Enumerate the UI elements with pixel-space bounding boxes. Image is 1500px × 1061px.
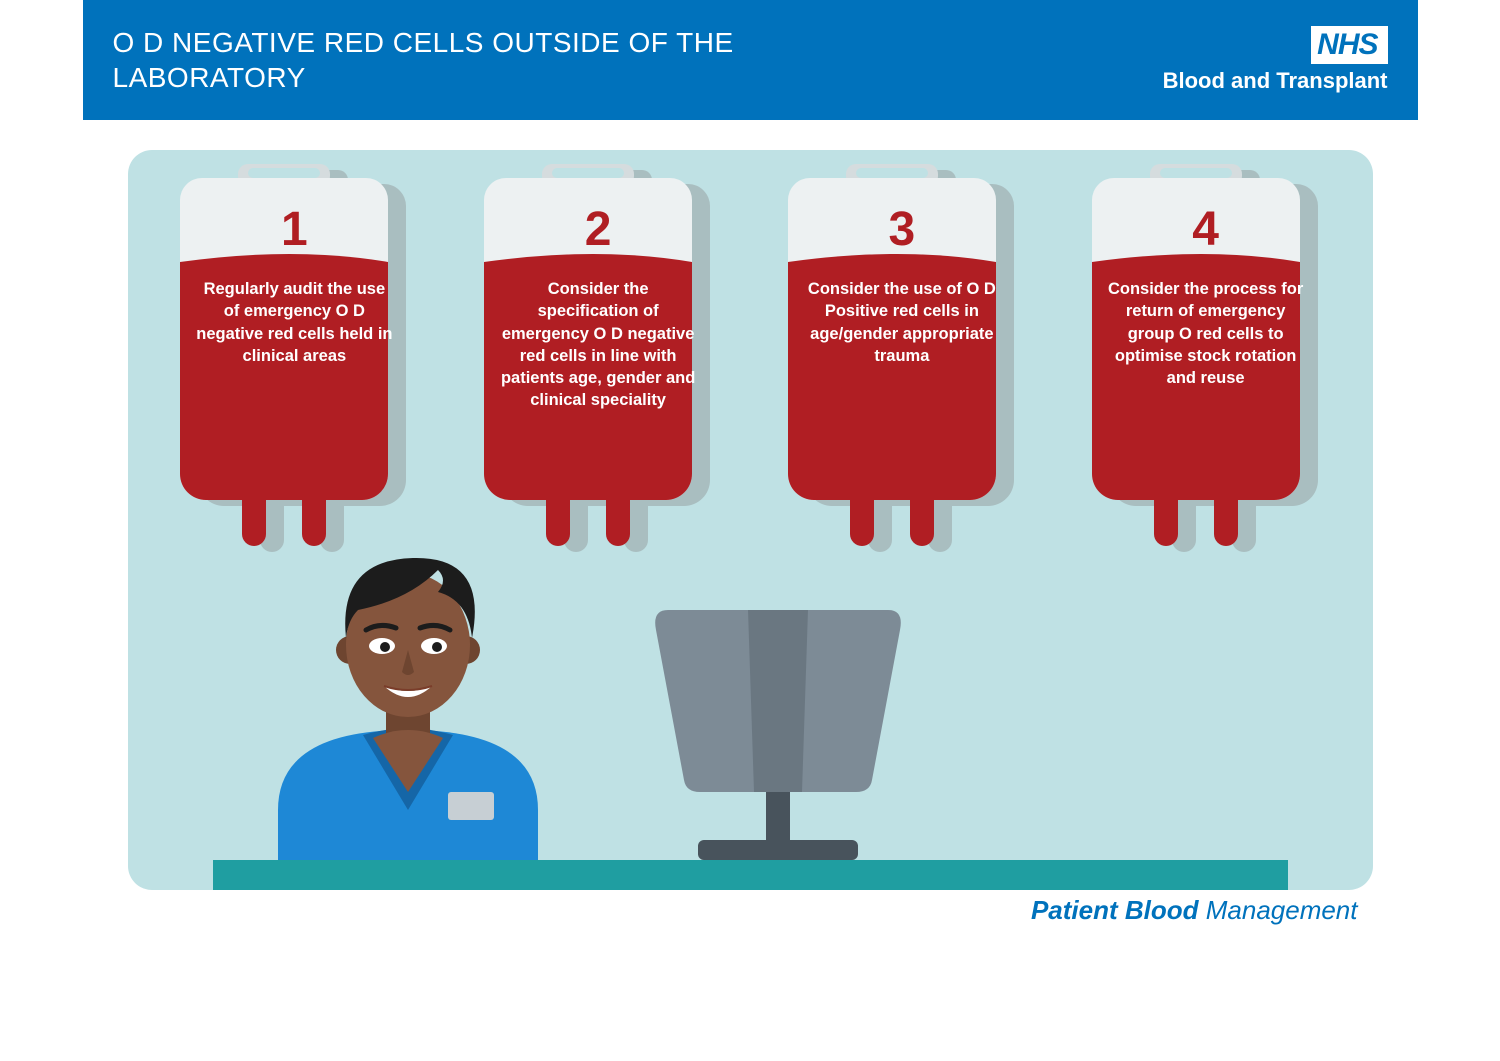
bag-text: Consider the specification of emergency … <box>498 278 698 412</box>
blood-bag: 3 Consider the use of O D Positive red ce… <box>762 164 1042 564</box>
person-icon <box>238 530 578 890</box>
main-panel: 1 Regularly audit the use of emergency O … <box>128 150 1373 890</box>
bag-text: Regularly audit the use of emergency O D… <box>194 278 394 367</box>
nhs-logo-sub: Blood and Transplant <box>1163 68 1388 94</box>
footer-bold: Patient Blood <box>1031 895 1206 925</box>
bag-number: 1 <box>154 202 434 257</box>
blood-bag: 1 Regularly audit the use of emergency O … <box>154 164 434 564</box>
blood-bag: 4 Consider the process for return of emer… <box>1066 164 1346 564</box>
page-title: O D NEGATIVE RED CELLS OUTSIDE OF THE LA… <box>113 25 813 95</box>
bag-number: 3 <box>762 202 1042 257</box>
nhs-logo-box: NHS <box>1311 26 1387 64</box>
nhs-logo: NHS Blood and Transplant <box>1163 26 1388 94</box>
blood-bag: 2 Consider the specification of emergency… <box>458 164 738 564</box>
illustration-scene <box>128 530 1373 890</box>
monitor-icon <box>628 580 928 880</box>
bag-text: Consider the use of O D Positive red cel… <box>802 278 1002 367</box>
header-bar: O D NEGATIVE RED CELLS OUTSIDE OF THE LA… <box>83 0 1418 120</box>
bag-text: Consider the process for return of emerg… <box>1106 278 1306 389</box>
bag-number: 2 <box>458 202 738 257</box>
bag-number: 4 <box>1066 202 1346 257</box>
footer-light: Management <box>1206 895 1358 925</box>
footer-brand: Patient Blood Management <box>1031 895 1358 926</box>
blood-bags-row: 1 Regularly audit the use of emergency O … <box>128 150 1373 564</box>
desk <box>213 860 1288 890</box>
infographic-frame: O D NEGATIVE RED CELLS OUTSIDE OF THE LA… <box>83 0 1418 944</box>
